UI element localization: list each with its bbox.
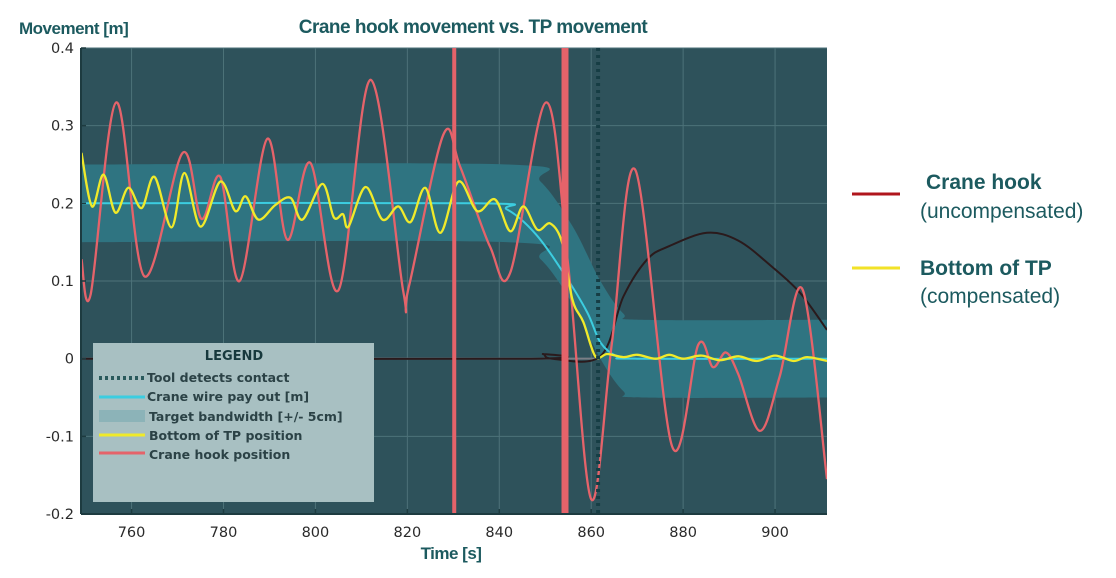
y-axis-label: Movement [m] [19,19,128,38]
x-tick-label: 760 [118,525,146,541]
side-annotation: Crane hook (uncompensated) Bottom of TP … [852,171,1083,308]
chart-title: Crane hook movement vs. TP movement [299,17,649,38]
legend-label-contact: Tool detects contact [147,370,289,385]
legend-label-hook: Crane hook position [149,447,290,462]
series-bottom-of-tp [81,152,827,363]
legend-box [93,343,374,502]
x-tick-label: 880 [669,525,697,541]
y-tick-label: 0.1 [51,274,74,290]
x-tick-label: 780 [210,525,238,541]
y-tick-label: 0 [65,352,74,368]
y-tick-label: -0.1 [46,429,74,445]
y-tick-label: 0.2 [51,196,74,212]
annotation-compensated: (compensated) [920,285,1060,308]
series-crane-hook-position [81,78,827,502]
x-tick-label: 900 [761,525,789,541]
x-axis-label: Time [s] [421,544,482,563]
legend-title: LEGEND [205,349,264,364]
target-bandwidth-band [81,163,827,398]
y-tick-label: 0.3 [51,119,74,135]
x-tick-label: 800 [302,525,330,541]
annotation-bottom-of-tp: Bottom of TP [920,257,1052,280]
y-tick-label: 0.4 [51,41,74,57]
legend-label-tp: Bottom of TP position [149,428,302,443]
y-ticks: 0.4 0.3 0.2 0.1 0 -0.1 -0.2 [46,41,86,523]
x-tick-label: 820 [394,525,422,541]
annotation-uncompensated: (uncompensated) [920,200,1083,223]
series-crane-hook-uncompensated [81,231,827,363]
legend-label-wire: Crane wire pay out [m] [147,389,309,404]
y-tick-label: -0.2 [46,507,74,523]
x-ticks: 760 780 800 820 840 860 880 900 [118,509,789,541]
x-tick-label: 860 [577,525,605,541]
annotation-crane-hook: Crane hook [926,171,1042,194]
legend: LEGEND Tool detects contact Crane wire p… [93,343,374,502]
x-tick-label: 840 [485,525,513,541]
legend-swatch-band [99,410,145,422]
legend-label-band: Target bandwidth [+/- 5cm] [149,409,343,424]
